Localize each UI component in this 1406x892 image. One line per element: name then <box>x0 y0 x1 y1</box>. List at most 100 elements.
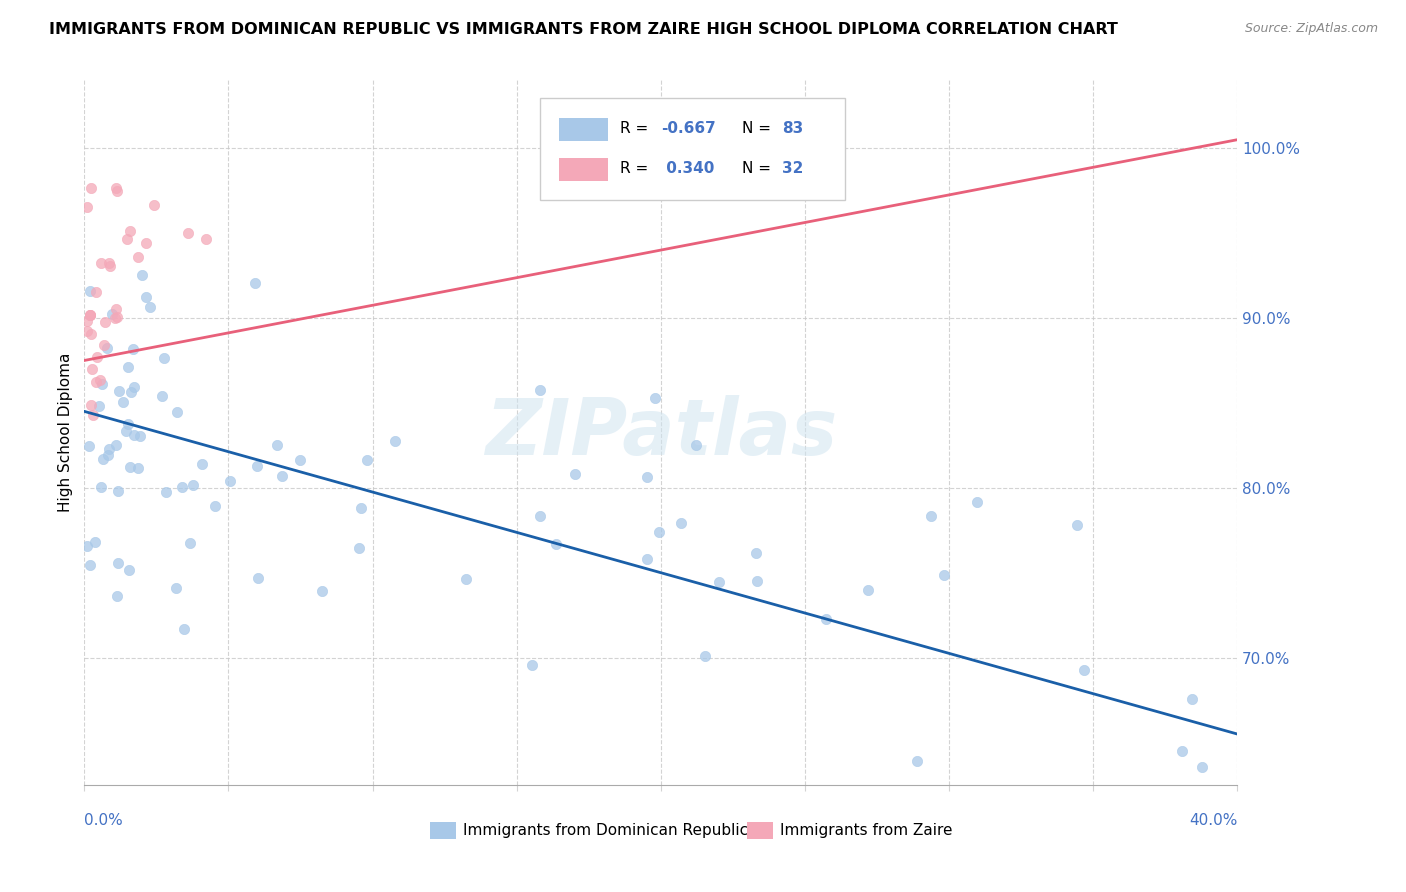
Point <box>76 539 98 553</box>
Text: R =: R = <box>620 161 654 176</box>
Point <box>105 302 128 317</box>
Point <box>77 439 100 453</box>
Text: -0.667: -0.667 <box>661 120 716 136</box>
Point <box>93 338 115 352</box>
Point <box>165 581 187 595</box>
Point <box>183 478 205 492</box>
Point <box>107 556 129 570</box>
Point <box>84 375 107 389</box>
Point <box>266 438 288 452</box>
Point <box>647 525 669 540</box>
Point <box>76 201 98 215</box>
Point <box>177 226 200 240</box>
Point <box>124 428 146 442</box>
Point <box>79 558 101 572</box>
Point <box>124 380 146 394</box>
Point <box>685 438 707 452</box>
Point <box>104 181 127 195</box>
Point <box>190 457 212 471</box>
Point <box>86 350 108 364</box>
Point <box>108 384 131 399</box>
Point <box>135 290 157 304</box>
Point <box>179 536 201 550</box>
Point <box>311 584 333 599</box>
Point <box>544 537 567 551</box>
Point <box>91 452 114 467</box>
Bar <box>748 822 773 839</box>
Point <box>80 181 103 195</box>
Point <box>105 589 128 603</box>
Point <box>135 235 157 250</box>
Point <box>636 470 658 484</box>
Point <box>271 468 294 483</box>
Point <box>669 516 692 530</box>
Point <box>173 622 195 636</box>
Point <box>105 184 128 198</box>
Point <box>83 535 105 549</box>
Point <box>115 424 138 438</box>
Point <box>194 232 217 246</box>
Point <box>79 308 101 322</box>
Text: Source: ZipAtlas.com: Source: ZipAtlas.com <box>1244 22 1378 36</box>
Point <box>96 341 118 355</box>
Point <box>120 384 142 399</box>
Point <box>90 255 112 269</box>
Point <box>290 452 312 467</box>
FancyBboxPatch shape <box>540 98 845 200</box>
Point <box>529 383 551 397</box>
Point <box>564 467 586 482</box>
Text: N =: N = <box>741 161 775 176</box>
Point <box>117 563 139 577</box>
Point <box>1181 692 1204 706</box>
Point <box>155 485 177 500</box>
Point <box>454 573 477 587</box>
Point <box>204 499 226 513</box>
Point <box>858 582 880 597</box>
Point <box>98 256 121 270</box>
Point <box>76 324 98 338</box>
Point <box>131 268 153 282</box>
Point <box>139 300 162 314</box>
Point <box>79 308 101 322</box>
Point <box>90 376 112 391</box>
Point <box>520 657 543 672</box>
Point <box>356 453 378 467</box>
Point <box>127 461 149 475</box>
Bar <box>560 119 607 141</box>
Point <box>349 541 371 555</box>
Point <box>932 567 955 582</box>
Point <box>104 310 127 325</box>
Point <box>97 449 120 463</box>
Point <box>129 429 152 443</box>
Point <box>84 285 107 299</box>
Point <box>87 399 110 413</box>
Point <box>107 484 129 499</box>
Point <box>118 460 141 475</box>
Point <box>100 306 122 320</box>
Point <box>79 284 101 298</box>
Point <box>1171 744 1194 758</box>
Text: 83: 83 <box>782 120 803 136</box>
Point <box>246 571 269 585</box>
Y-axis label: High School Diploma: High School Diploma <box>58 353 73 512</box>
Text: Immigrants from Zaire: Immigrants from Zaire <box>779 823 952 838</box>
Text: IMMIGRANTS FROM DOMINICAN REPUBLIC VS IMMIGRANTS FROM ZAIRE HIGH SCHOOL DIPLOMA : IMMIGRANTS FROM DOMINICAN REPUBLIC VS IM… <box>49 22 1118 37</box>
Point <box>97 442 120 456</box>
Point <box>350 500 373 515</box>
Point <box>118 224 141 238</box>
Text: Immigrants from Dominican Republic: Immigrants from Dominican Republic <box>463 823 748 838</box>
Point <box>246 458 269 473</box>
Bar <box>430 822 456 839</box>
Point <box>104 438 127 452</box>
Point <box>166 405 188 419</box>
Point <box>1191 760 1213 774</box>
Point <box>150 389 173 403</box>
Text: 0.340: 0.340 <box>661 161 714 176</box>
Point <box>80 327 103 342</box>
Point <box>80 362 103 376</box>
Bar <box>560 159 607 181</box>
Point <box>920 509 942 524</box>
Point <box>82 408 104 422</box>
Text: ZIPatlas: ZIPatlas <box>485 394 837 471</box>
Text: 32: 32 <box>782 161 803 176</box>
